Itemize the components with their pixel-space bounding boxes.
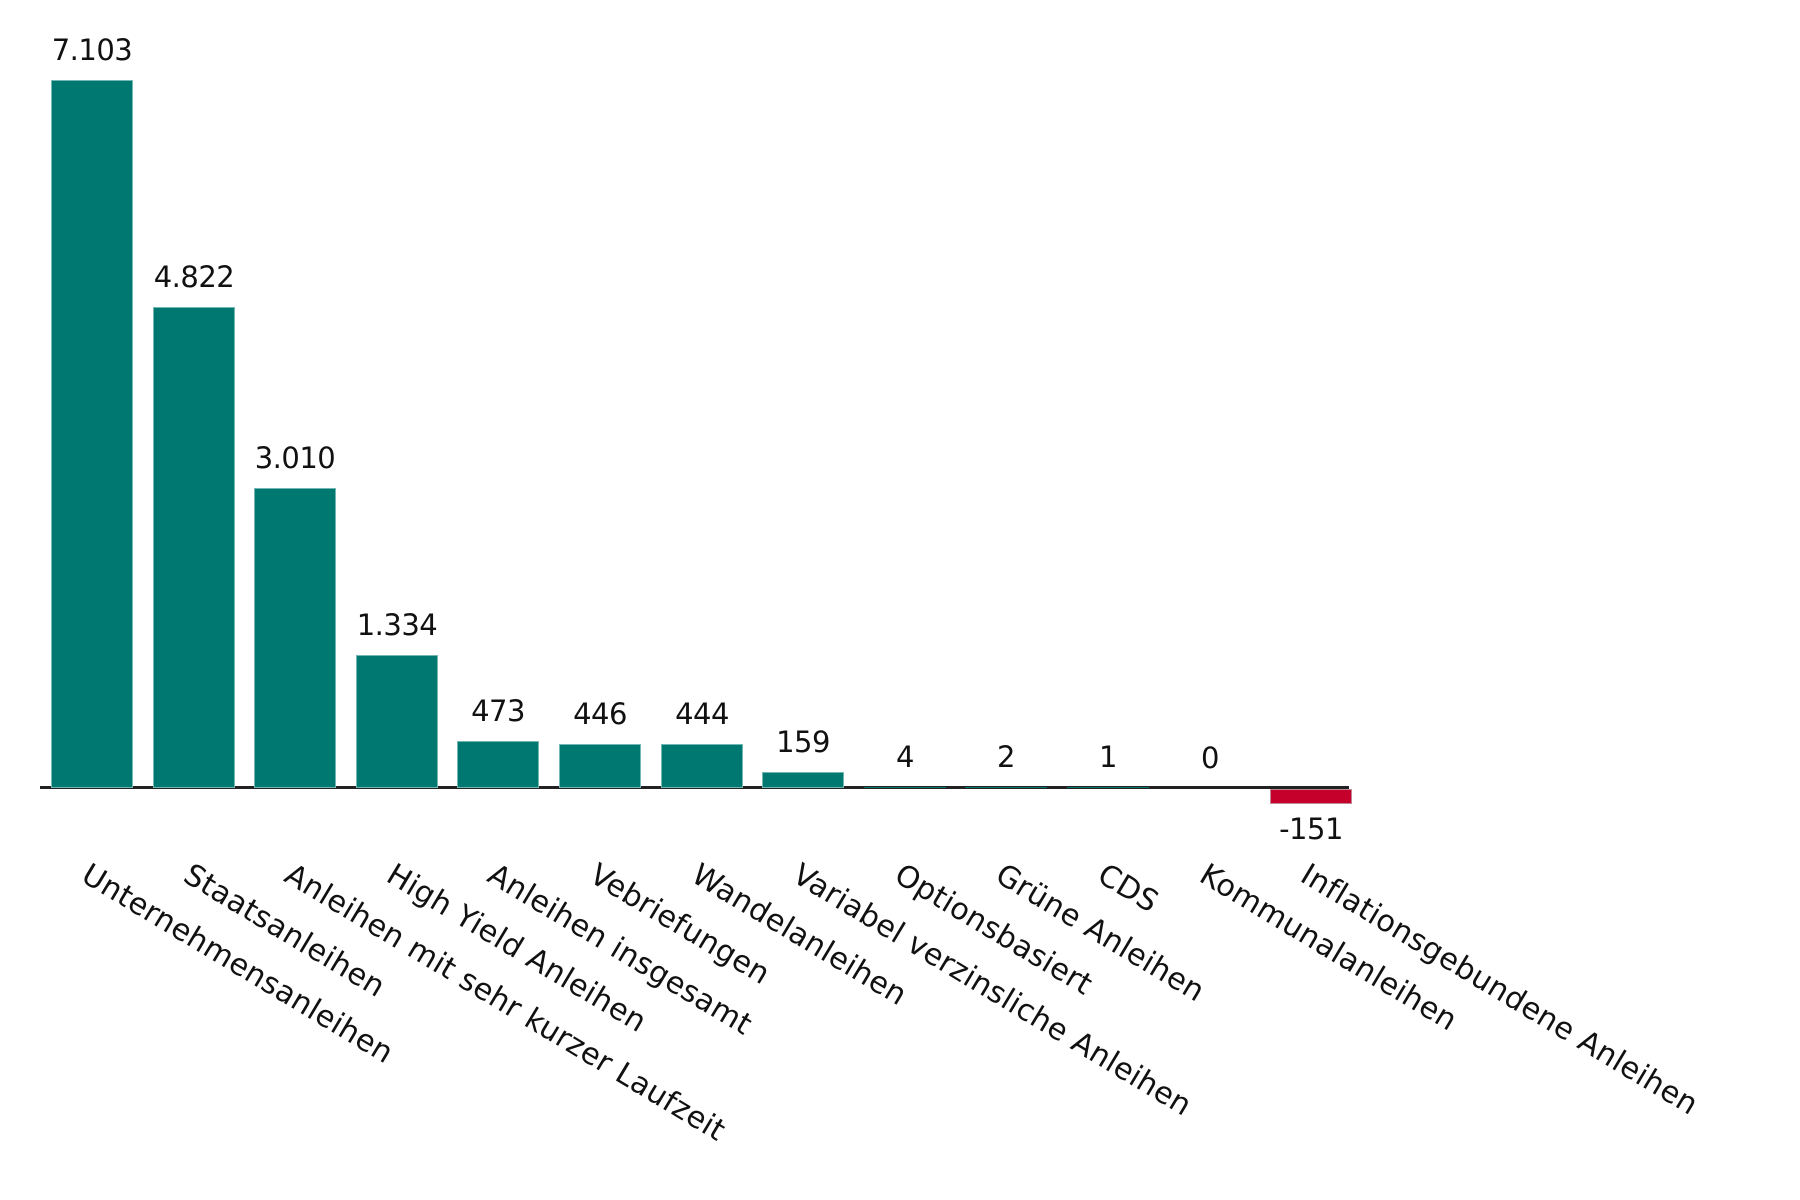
value-label: -151: [1279, 812, 1343, 846]
bar-6: [559, 744, 641, 788]
value-label: 2: [997, 740, 1015, 774]
value-label: 444: [675, 697, 729, 731]
bar-11: [1067, 787, 1149, 788]
bar-8: [762, 772, 844, 788]
value-label: 1.334: [356, 608, 438, 642]
value-label: 473: [471, 694, 525, 728]
value-label: 3.010: [254, 441, 336, 475]
category-label: Inflationsgebundene Anleihen: [1294, 857, 1705, 1123]
bar-3: [254, 488, 336, 788]
bar-5: [457, 741, 539, 788]
bar-2: [153, 307, 235, 788]
value-label: 446: [573, 697, 627, 731]
category-label: CDS: [1091, 857, 1165, 921]
value-label: 0: [1201, 741, 1219, 775]
bar-4: [356, 655, 438, 788]
bar-10: [965, 787, 1047, 788]
value-label: 7.103: [51, 33, 133, 67]
bar-1: [51, 80, 133, 788]
bar-7: [661, 744, 743, 788]
value-label: 1: [1099, 740, 1117, 774]
value-label: 4: [896, 740, 914, 774]
value-label: 159: [776, 725, 830, 759]
value-label: 4.822: [153, 260, 235, 294]
bar-13: [1270, 789, 1352, 804]
bar-9: [864, 787, 946, 788]
